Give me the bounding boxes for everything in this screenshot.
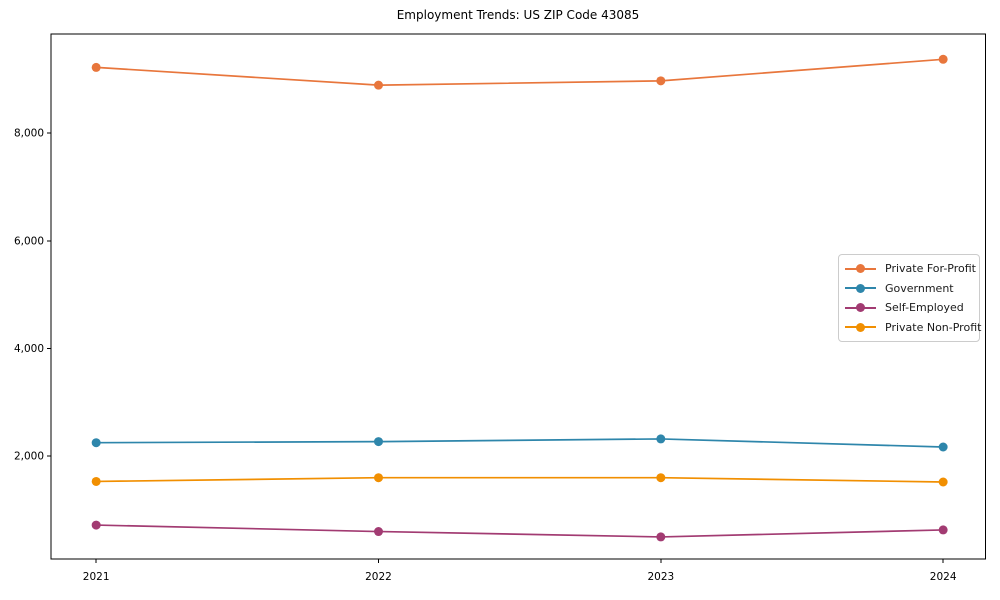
data-point-private-non-profit-2023	[656, 473, 666, 483]
data-point-self-employed-2021	[91, 520, 101, 530]
data-point-self-employed-2022	[373, 527, 383, 537]
data-point-private-for-profit-2022	[373, 80, 383, 90]
data-point-private-non-profit-2021	[91, 476, 101, 486]
series-line-government	[95, 438, 945, 448]
legend-label: Private For-Profit	[885, 262, 976, 276]
x-tick-label: 2021	[83, 571, 110, 583]
x-tick-label: 2024	[930, 571, 957, 583]
legend-label: Self-Employed	[885, 301, 964, 315]
data-point-private-for-profit-2024	[938, 54, 948, 64]
data-point-government-2024	[938, 442, 948, 452]
legend-item-private-for-profit: Private For-Profit	[845, 259, 976, 278]
legend-label: Government	[885, 281, 954, 295]
plot-frame	[50, 33, 986, 560]
legend-item-private-non-profit: Private Non-Profit	[845, 318, 981, 337]
data-point-self-employed-2023	[656, 532, 666, 542]
data-point-government-2021	[91, 438, 101, 448]
chart-legend: Private For-Profit Government Self-Employe…	[838, 254, 981, 342]
data-point-private-for-profit-2023	[656, 76, 666, 86]
series-line-private-for-profit	[95, 58, 945, 87]
legend-marker-icon	[845, 264, 876, 274]
legend-item-government: Government	[845, 279, 973, 298]
y-tick-label: 6,000	[14, 235, 44, 247]
legend-item-self-employed: Self-Employed	[845, 298, 973, 317]
data-point-private-for-profit-2021	[91, 62, 101, 72]
legend-label: Private Non-Profit	[885, 320, 982, 334]
x-tick-label: 2022	[365, 571, 392, 583]
legend-marker-icon	[845, 283, 876, 293]
y-tick-label: 2,000	[14, 451, 44, 463]
y-tick-label: 8,000	[14, 128, 44, 140]
data-point-government-2022	[373, 437, 383, 447]
series-line-private-non-profit	[95, 476, 945, 483]
legend-marker-icon	[845, 322, 876, 332]
data-point-private-non-profit-2022	[373, 473, 383, 483]
data-point-private-non-profit-2024	[938, 477, 948, 487]
data-point-self-employed-2024	[938, 525, 948, 535]
y-tick-label: 4,000	[14, 343, 44, 355]
legend-marker-icon	[845, 303, 876, 313]
x-tick-label: 2023	[647, 571, 674, 583]
data-point-government-2023	[656, 434, 666, 444]
series-line-self-employed	[95, 524, 945, 538]
chart-title: Employment Trends: US ZIP Code 43085	[396, 8, 640, 22]
